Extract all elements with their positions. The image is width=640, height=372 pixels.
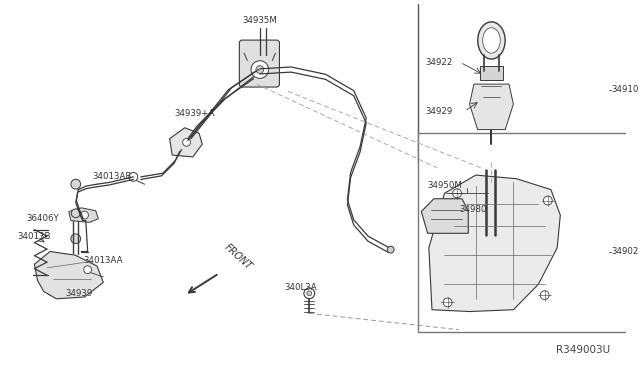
Polygon shape xyxy=(69,208,99,222)
Circle shape xyxy=(444,298,452,307)
FancyBboxPatch shape xyxy=(239,40,280,87)
Polygon shape xyxy=(170,128,202,157)
Circle shape xyxy=(71,179,81,189)
Text: R349003U: R349003U xyxy=(556,345,611,355)
Circle shape xyxy=(452,189,461,198)
Bar xyxy=(418,133,640,331)
Text: 34922: 34922 xyxy=(426,58,453,67)
Circle shape xyxy=(251,61,269,78)
Circle shape xyxy=(387,246,394,253)
Circle shape xyxy=(304,288,315,299)
Circle shape xyxy=(182,138,191,146)
Polygon shape xyxy=(421,199,468,233)
Text: 34950M: 34950M xyxy=(428,182,463,190)
Text: 340L3A: 340L3A xyxy=(285,283,317,292)
Circle shape xyxy=(84,266,92,274)
Circle shape xyxy=(540,291,549,299)
Text: FRONT: FRONT xyxy=(222,242,253,272)
Text: 34013AB: 34013AB xyxy=(93,172,132,182)
Circle shape xyxy=(71,234,81,244)
Polygon shape xyxy=(35,251,103,299)
Circle shape xyxy=(543,196,552,205)
Polygon shape xyxy=(429,175,560,311)
Text: 36406Y: 36406Y xyxy=(26,214,59,223)
Text: 34939: 34939 xyxy=(66,289,93,298)
Text: 34902: 34902 xyxy=(611,247,639,256)
Ellipse shape xyxy=(477,22,505,59)
Circle shape xyxy=(71,209,80,218)
Bar xyxy=(480,66,502,80)
Text: 34910: 34910 xyxy=(611,85,639,94)
Circle shape xyxy=(129,173,138,181)
Ellipse shape xyxy=(483,28,500,53)
Text: 34935M: 34935M xyxy=(243,16,277,25)
Circle shape xyxy=(307,291,312,296)
Circle shape xyxy=(256,65,264,73)
Circle shape xyxy=(81,211,88,219)
Text: 34980: 34980 xyxy=(459,205,486,214)
Text: 34013B: 34013B xyxy=(17,232,51,241)
Text: 34013AA: 34013AA xyxy=(83,256,123,265)
Polygon shape xyxy=(470,84,513,129)
Text: 34929: 34929 xyxy=(426,107,453,116)
Text: 34939+A: 34939+A xyxy=(174,109,214,118)
